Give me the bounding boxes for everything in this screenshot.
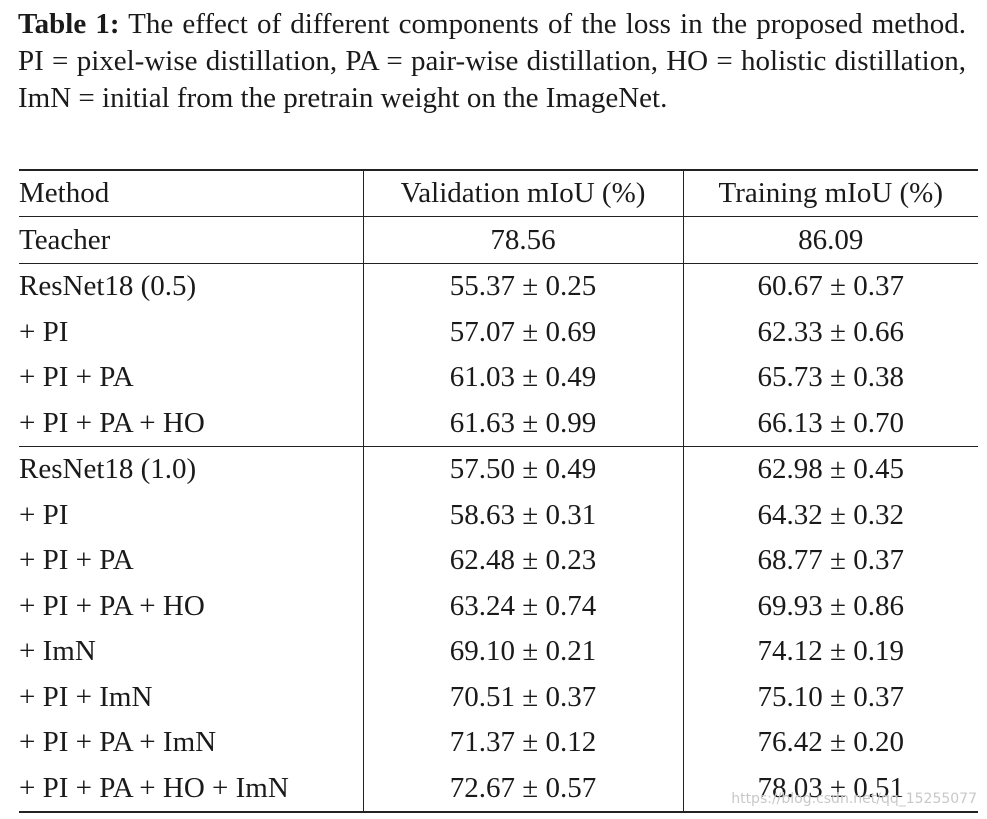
training-cell-best: 66.13 ± 0.70 xyxy=(683,400,978,447)
training-cell: 68.77 ± 0.37 xyxy=(757,544,904,577)
validation-cell: 61.03 ± 0.49 xyxy=(363,355,684,401)
validation-cell: 69.10 ± 0.21 xyxy=(363,629,684,675)
table-row: + PI + PA + HO 63.24 ± 0.74 69.93 ± 0.86 xyxy=(19,583,978,629)
method-cell: + ImN xyxy=(19,629,364,675)
header-row: Method Validation mIoU (%) Training mIoU… xyxy=(19,169,978,217)
training-cell: 76.42 ± 0.20 xyxy=(757,726,904,759)
method-cell: + PI + PA xyxy=(19,538,364,584)
caption-text: The effect of different components of th… xyxy=(18,8,966,114)
table-row: + PI + PA + HO + ImN 72.67 ± 0.57 78.03 … xyxy=(19,765,978,813)
table-row: + PI 57.07 ± 0.69 62.33 ± 0.66 xyxy=(19,309,978,355)
validation-cell-best: 63.24 ± 0.74 xyxy=(363,583,684,629)
validation-cell: 70.51 ± 0.37 xyxy=(363,674,684,720)
table-row: + PI + PA + ImN 71.37 ± 0.12 76.42 ± 0.2… xyxy=(19,720,978,766)
training-cell: 86.09 xyxy=(683,216,978,264)
training-cell: 60.67 ± 0.37 xyxy=(757,270,904,303)
table-row: + ImN 69.10 ± 0.21 74.12 ± 0.19 xyxy=(19,629,978,675)
method-cell: + PI xyxy=(19,492,364,538)
table-row: + PI + PA + HO 61.63 ± 0.99 66.13 ± 0.70 xyxy=(19,400,978,447)
table-caption: Table 1: The effect of different compone… xyxy=(18,6,966,117)
method-cell: + PI + ImN xyxy=(19,674,364,720)
validation-cell-best: 61.63 ± 0.99 xyxy=(363,400,684,447)
table-row: + PI + PA 62.48 ± 0.23 68.77 ± 0.37 xyxy=(19,538,978,584)
training-cell: 74.12 ± 0.19 xyxy=(757,635,904,668)
caption-label: Table 1: xyxy=(18,8,120,40)
table-row: + PI + ImN 70.51 ± 0.37 75.10 ± 0.37 xyxy=(19,674,978,720)
table-row: ResNet18 (1.0) 57.50 ± 0.49 62.98 ± 0.45 xyxy=(19,446,978,493)
method-cell: ResNet18 (0.5) xyxy=(19,263,364,310)
training-cell: 62.98 ± 0.45 xyxy=(757,453,904,486)
method-cell: ResNet18 (1.0) xyxy=(19,446,364,493)
method-cell: + PI + PA + HO + ImN xyxy=(19,765,364,813)
validation-cell: 55.37 ± 0.25 xyxy=(363,263,684,310)
validation-cell: 57.07 ± 0.69 xyxy=(363,309,684,355)
training-cell: 75.10 ± 0.37 xyxy=(757,680,904,713)
table-row-teacher: Teacher 78.56 86.09 xyxy=(19,216,978,264)
training-cell-best: 78.03 ± 0.51 xyxy=(683,765,978,813)
validation-cell: 57.50 ± 0.49 xyxy=(363,446,684,493)
validation-cell: 58.63 ± 0.31 xyxy=(363,492,684,538)
method-cell: + PI xyxy=(19,309,364,355)
header-validation-miou: Validation mIoU (%) xyxy=(363,169,684,217)
validation-cell: 62.48 ± 0.23 xyxy=(363,538,684,584)
validation-cell: 78.56 xyxy=(363,216,684,264)
validation-cell-best: 72.67 ± 0.57 xyxy=(363,765,684,813)
method-cell: + PI + PA + HO xyxy=(19,583,364,629)
table-row: + PI + PA 61.03 ± 0.49 65.73 ± 0.38 xyxy=(19,355,978,401)
training-cell: 64.32 ± 0.32 xyxy=(757,498,904,531)
method-cell: + PI + PA xyxy=(19,355,364,401)
header-training-miou: Training mIoU (%) xyxy=(683,169,978,217)
training-cell: 62.33 ± 0.66 xyxy=(757,315,904,348)
table-row: ResNet18 (0.5) 55.37 ± 0.25 60.67 ± 0.37 xyxy=(19,263,978,310)
table-row: + PI 58.63 ± 0.31 64.32 ± 0.32 xyxy=(19,492,978,538)
header-method: Method xyxy=(19,169,364,217)
results-table: Method Validation mIoU (%) Training mIoU… xyxy=(19,169,978,813)
method-cell: + PI + PA + ImN xyxy=(19,720,364,766)
validation-cell: 71.37 ± 0.12 xyxy=(363,720,684,766)
training-cell-best: 69.93 ± 0.86 xyxy=(757,589,904,622)
training-cell: 65.73 ± 0.38 xyxy=(757,361,904,394)
method-cell: Teacher xyxy=(19,216,364,264)
method-cell: + PI + PA + HO xyxy=(19,400,364,447)
watermark-url: https://blog.csdn.net/qq_15255077 xyxy=(731,791,977,807)
